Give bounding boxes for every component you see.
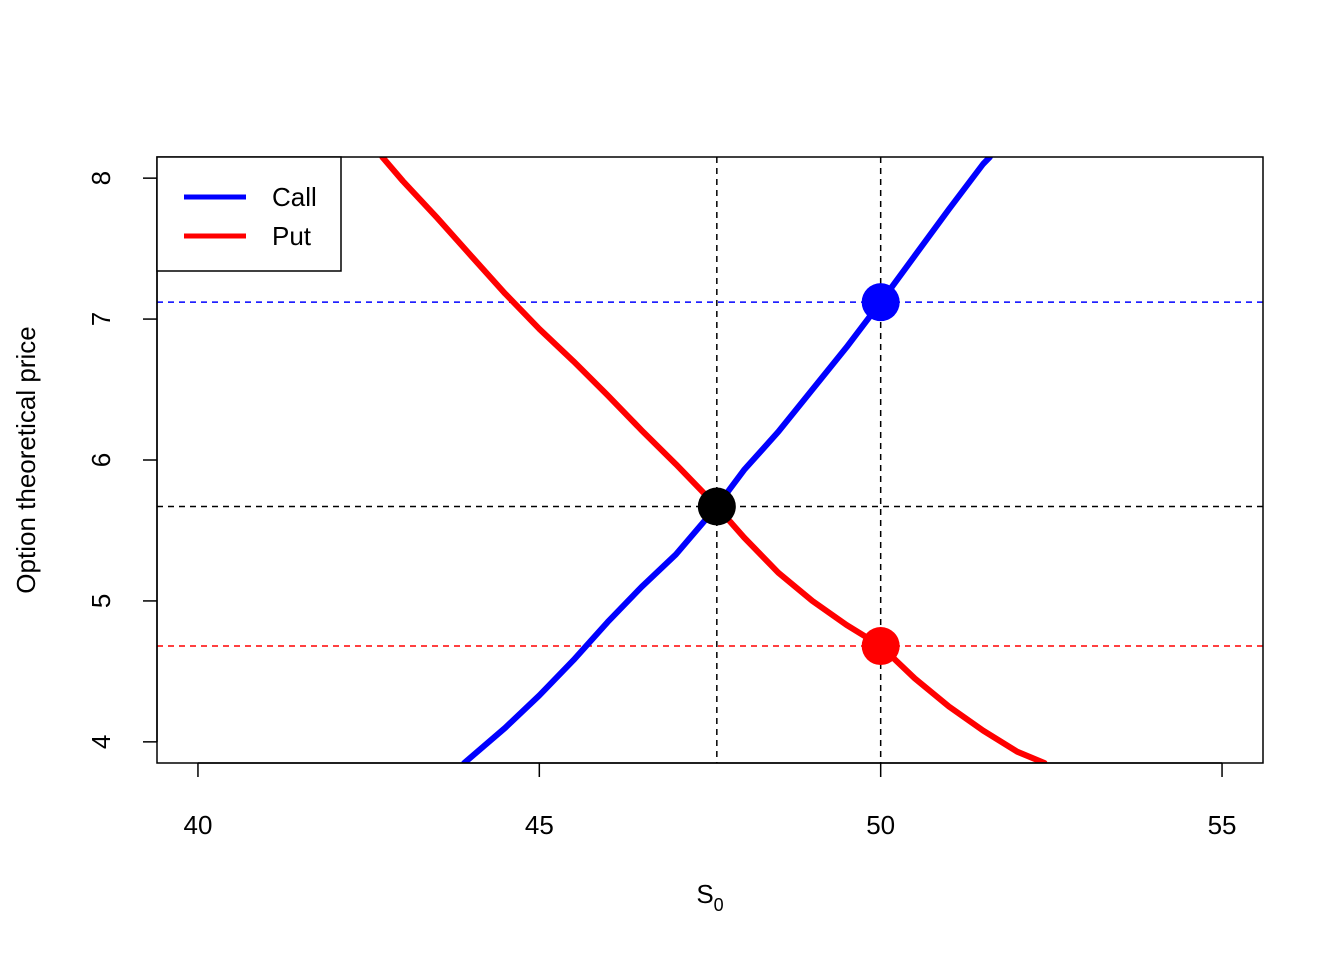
y-tick-label: 7 bbox=[86, 312, 116, 326]
x-axis: 40 45 50 55 bbox=[184, 762, 1237, 840]
x-tick-label: 45 bbox=[525, 810, 554, 840]
legend: Call Put bbox=[156, 156, 342, 272]
legend-label-call: Call bbox=[272, 182, 317, 212]
y-axis: 4 5 6 7 8 bbox=[86, 171, 158, 749]
y-tick-label: 6 bbox=[86, 453, 116, 467]
x-axis-title-main: S bbox=[696, 879, 713, 909]
series-line-call bbox=[461, 157, 993, 763]
x-tick-label: 40 bbox=[184, 810, 213, 840]
highlight-point bbox=[861, 627, 900, 666]
legend-label-put: Put bbox=[272, 221, 312, 251]
x-tick-label: 50 bbox=[866, 810, 895, 840]
y-tick-label: 5 bbox=[86, 594, 116, 608]
y-tick-label: 8 bbox=[86, 171, 116, 185]
series-lines bbox=[379, 157, 1048, 763]
y-axis-title: Option theoretical price bbox=[11, 326, 41, 593]
highlight-point bbox=[861, 283, 900, 322]
series-line-put bbox=[379, 157, 1048, 763]
x-tick-label: 55 bbox=[1208, 810, 1237, 840]
x-axis-title: S0 bbox=[696, 879, 723, 915]
x-axis-title-subscript: 0 bbox=[714, 895, 724, 915]
legend-box bbox=[156, 156, 342, 272]
y-tick-label: 4 bbox=[86, 735, 116, 749]
highlight-point bbox=[697, 487, 736, 526]
highlight-points bbox=[697, 283, 900, 666]
